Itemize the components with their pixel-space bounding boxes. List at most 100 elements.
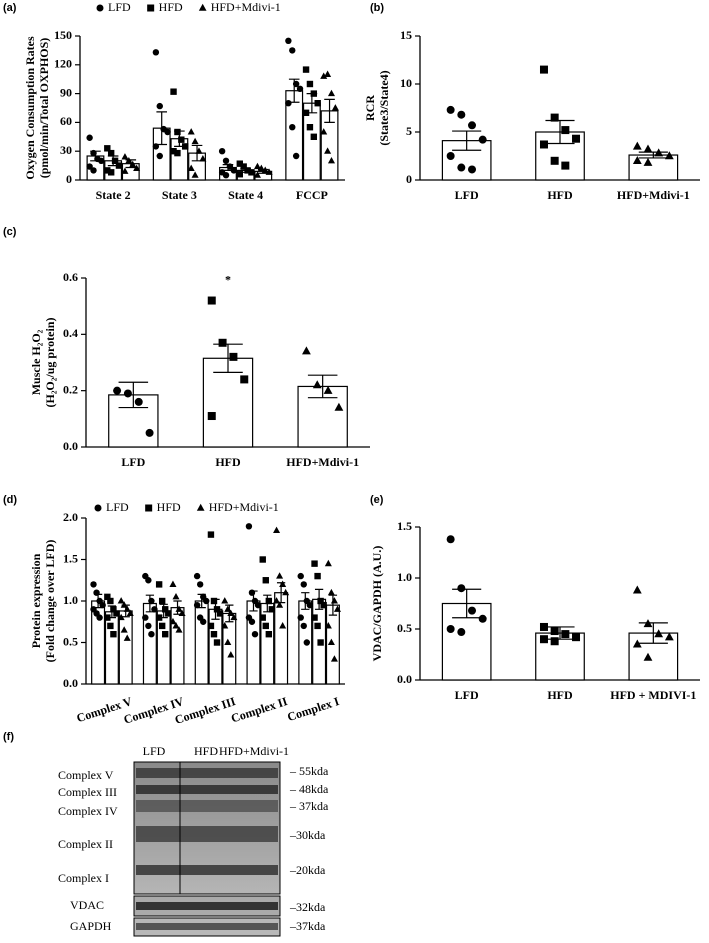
size-marker: –32kda (289, 900, 326, 914)
data-point (227, 609, 235, 617)
data-point (303, 639, 311, 646)
data-point (244, 167, 251, 174)
data-point (193, 572, 201, 580)
row-label: Complex III (58, 785, 117, 799)
data-point (123, 605, 131, 612)
data-point (289, 124, 296, 131)
data-point (152, 49, 160, 56)
data-point (111, 157, 119, 164)
data-point (174, 128, 181, 136)
data-point (134, 397, 143, 406)
legend-marker (145, 504, 153, 512)
lane-label: HFD (194, 744, 218, 758)
data-point (306, 80, 314, 88)
data-point (478, 614, 487, 623)
data-point (297, 614, 304, 621)
data-point (162, 631, 169, 638)
size-marker: –30kda (289, 828, 326, 842)
x-tick-label: HFD (547, 688, 573, 702)
data-point (240, 375, 249, 384)
data-point (323, 385, 333, 394)
data-point (664, 632, 674, 641)
y-axis-label: VDAC/GAPDH (A.U.) (370, 546, 384, 662)
data-point (478, 135, 487, 144)
data-point (175, 626, 183, 633)
y-axis-label: Oxygen Consumption Rates (23, 36, 37, 180)
data-point (120, 626, 128, 633)
data-point (254, 601, 262, 609)
band (136, 865, 278, 875)
panel-label: (c) (3, 226, 17, 238)
y-tick-label: 15 (400, 28, 412, 42)
data-point (199, 155, 207, 162)
data-point (156, 102, 163, 110)
data-point (539, 635, 548, 644)
data-point (324, 70, 332, 77)
western-blot: (f) LFD HFD HFD+Mdivi-1 Complex V Comple… (3, 731, 329, 937)
row-label: Complex II (58, 837, 113, 851)
data-point (324, 147, 332, 154)
data-point (561, 630, 570, 639)
data-point (561, 126, 570, 135)
error-bar (452, 588, 482, 619)
row-label: Complex I (58, 871, 109, 885)
data-point (125, 156, 133, 164)
data-point (320, 72, 328, 79)
x-tick-label: Complex I (286, 694, 342, 724)
data-point (224, 605, 232, 612)
data-point (227, 651, 235, 658)
data-point (236, 171, 243, 178)
data-point (169, 580, 177, 587)
band (136, 768, 278, 778)
data-point (245, 523, 253, 530)
data-point (539, 140, 548, 149)
data-point (107, 149, 115, 157)
data-point (279, 622, 287, 629)
x-tick-label: HFD + MDIVI-1 (610, 688, 696, 702)
data-point (104, 145, 111, 152)
data-point (104, 593, 111, 601)
band (136, 800, 278, 812)
y-tick-label: 1.5 (397, 519, 412, 533)
data-point (314, 572, 321, 580)
y-tick-label: 1.5 (63, 551, 78, 565)
legend-label: HFD+Mdivi-1 (211, 0, 281, 14)
row-label: VDAC (70, 898, 104, 912)
bar (194, 600, 209, 685)
data-point (240, 163, 247, 170)
data-point (572, 134, 581, 143)
data-point (273, 526, 281, 534)
data-point (457, 584, 466, 593)
data-point (457, 110, 466, 119)
data-point (643, 619, 653, 628)
error-bar (452, 130, 482, 151)
error-bar (638, 151, 668, 159)
data-point (207, 412, 216, 421)
data-point (311, 614, 318, 621)
bar (202, 357, 254, 448)
data-point (259, 614, 266, 621)
data-point (306, 601, 314, 609)
row-label: Complex V (58, 768, 114, 782)
data-point (259, 556, 266, 563)
data-point (221, 597, 229, 604)
data-point (129, 160, 137, 168)
data-point (226, 163, 234, 170)
band (136, 826, 278, 842)
data-point (90, 581, 97, 588)
data-point (158, 622, 166, 630)
data-point (248, 618, 256, 625)
data-point (174, 149, 181, 157)
y-tick-label: 0.4 (63, 326, 78, 340)
bar (104, 611, 119, 685)
x-tick-label: Complex II (229, 694, 289, 725)
data-point (148, 631, 155, 638)
data-point (236, 160, 243, 167)
data-point (218, 338, 227, 347)
bar (208, 608, 223, 685)
data-point (248, 169, 255, 176)
data-point (165, 610, 172, 617)
band (136, 902, 278, 910)
data-point (446, 535, 455, 544)
data-point (200, 618, 207, 625)
